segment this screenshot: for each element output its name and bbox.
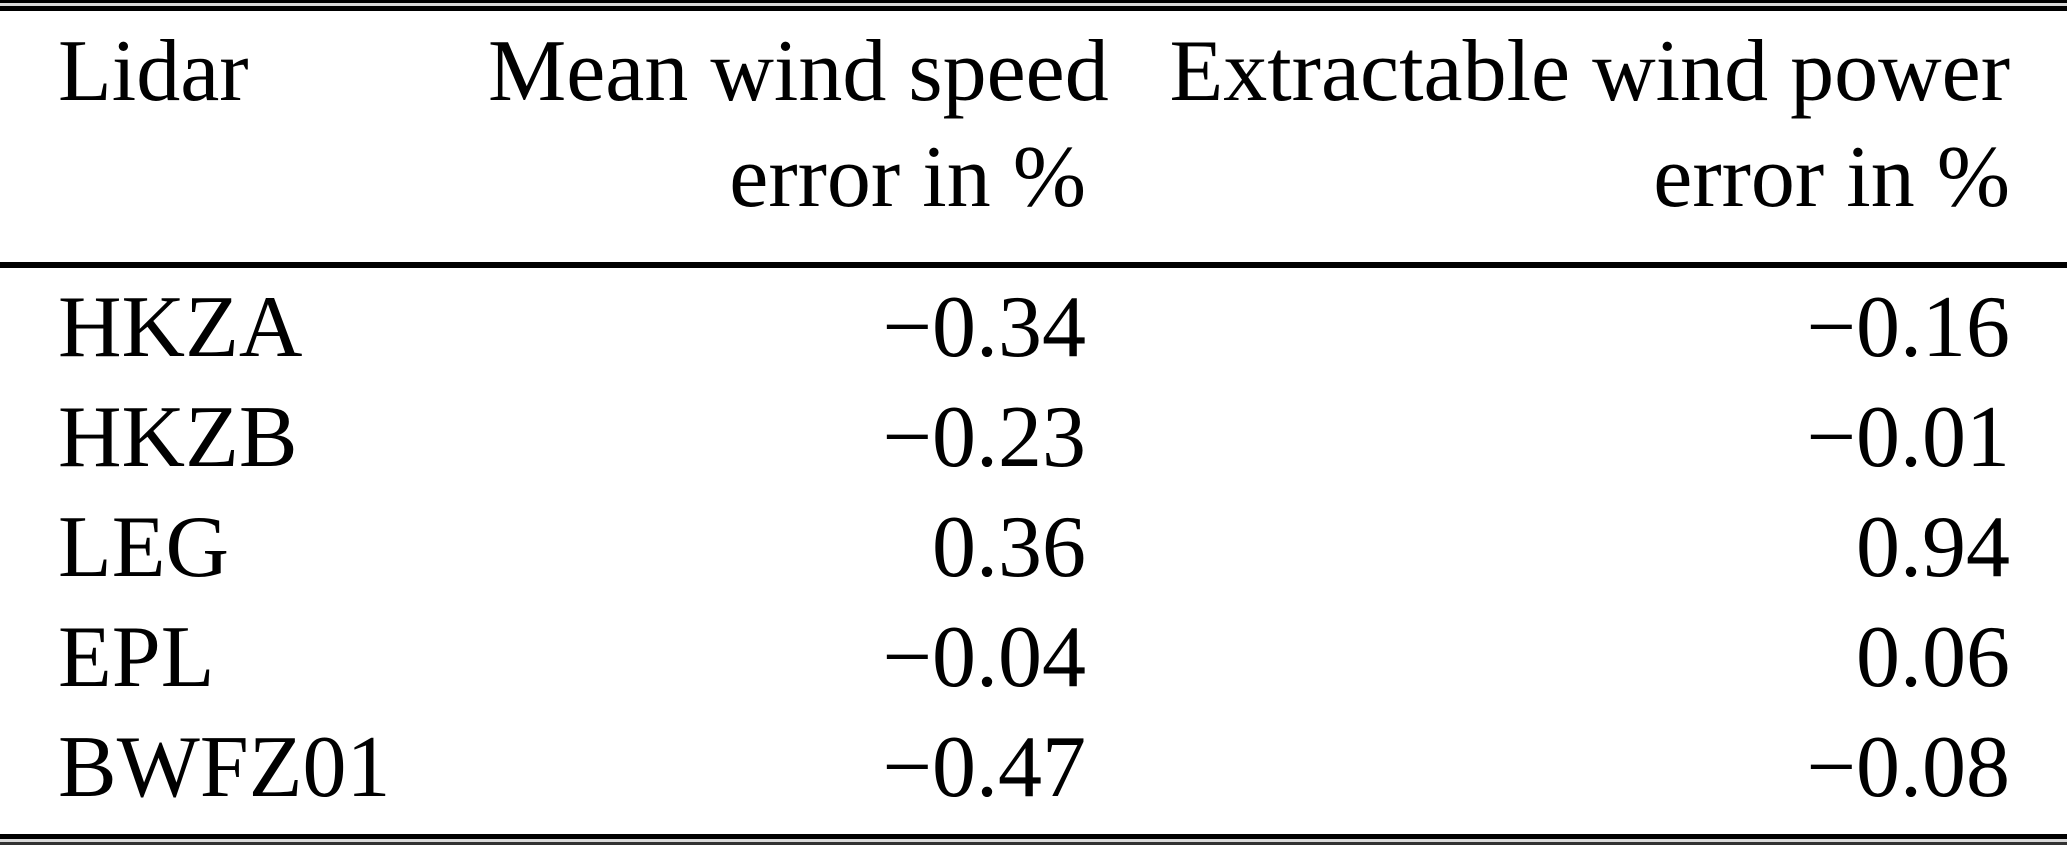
bottom-outer-rule bbox=[0, 842, 2067, 845]
cell-extractable-wind-power-error: −0.16 bbox=[1806, 279, 2010, 376]
cell-extractable-wind-power-error: −0.08 bbox=[1806, 719, 2010, 816]
bottom-rule bbox=[0, 834, 2067, 839]
column-header-mean-wind-speed-line1: Mean wind speed bbox=[488, 23, 1109, 120]
cell-mean-wind-speed-error: −0.47 bbox=[882, 719, 1086, 816]
cell-lidar-name: HKZA bbox=[58, 279, 303, 376]
cell-mean-wind-speed-error: 0.36 bbox=[932, 499, 1086, 596]
top-outer-rule bbox=[0, 0, 2067, 3]
table-row-epl: EPL −0.04 0.06 bbox=[0, 603, 2067, 713]
column-header-lidar-label: Lidar bbox=[58, 23, 249, 120]
bottom-rule-gap bbox=[0, 839, 2067, 842]
table-row-leg: LEG 0.36 0.94 bbox=[0, 493, 2067, 603]
cell-mean-wind-speed-error: −0.34 bbox=[882, 279, 1086, 376]
cell-lidar-name: BWFZ01 bbox=[58, 719, 391, 816]
cell-lidar-name: HKZB bbox=[58, 389, 298, 486]
cell-lidar-name: LEG bbox=[58, 499, 230, 596]
cell-extractable-wind-power-error: −0.01 bbox=[1806, 389, 2010, 486]
table-row-hkzb: HKZB −0.23 −0.01 bbox=[0, 383, 2067, 493]
header-separator-rule bbox=[0, 262, 2067, 268]
bottom-rule-group bbox=[0, 834, 2067, 845]
cell-extractable-wind-power-error: 0.94 bbox=[1856, 499, 2010, 596]
cell-mean-wind-speed-error: −0.23 bbox=[882, 389, 1086, 486]
column-header-lidar: Lidar bbox=[58, 19, 488, 231]
top-rule-gap bbox=[0, 3, 2067, 6]
table-row-hkza: HKZA −0.34 −0.16 bbox=[0, 273, 2067, 383]
column-header-extractable-wind-power-error: Extractable wind power error in % bbox=[1086, 19, 2010, 231]
cell-lidar-name: EPL bbox=[58, 609, 215, 706]
table-row-bwfz01: BWFZ01 −0.47 −0.08 bbox=[0, 713, 2067, 823]
table-body: HKZA −0.34 −0.16 HKZB −0.23 −0.01 LEG 0.… bbox=[0, 268, 2067, 823]
cell-mean-wind-speed-error: −0.04 bbox=[882, 609, 1086, 706]
column-header-mean-wind-speed-error: Mean wind speed error in % bbox=[488, 19, 1109, 231]
cell-extractable-wind-power-error: 0.06 bbox=[1856, 609, 2010, 706]
column-header-mean-wind-speed-line2: error in % bbox=[729, 129, 1086, 226]
top-rule bbox=[0, 6, 2067, 11]
column-header-extractable-wind-power-line2: error in % bbox=[1653, 129, 2010, 226]
column-header-extractable-wind-power-line1: Extractable wind power bbox=[1169, 23, 2010, 120]
table-header-row: Lidar Mean wind speed error in % Extract… bbox=[0, 11, 2067, 231]
